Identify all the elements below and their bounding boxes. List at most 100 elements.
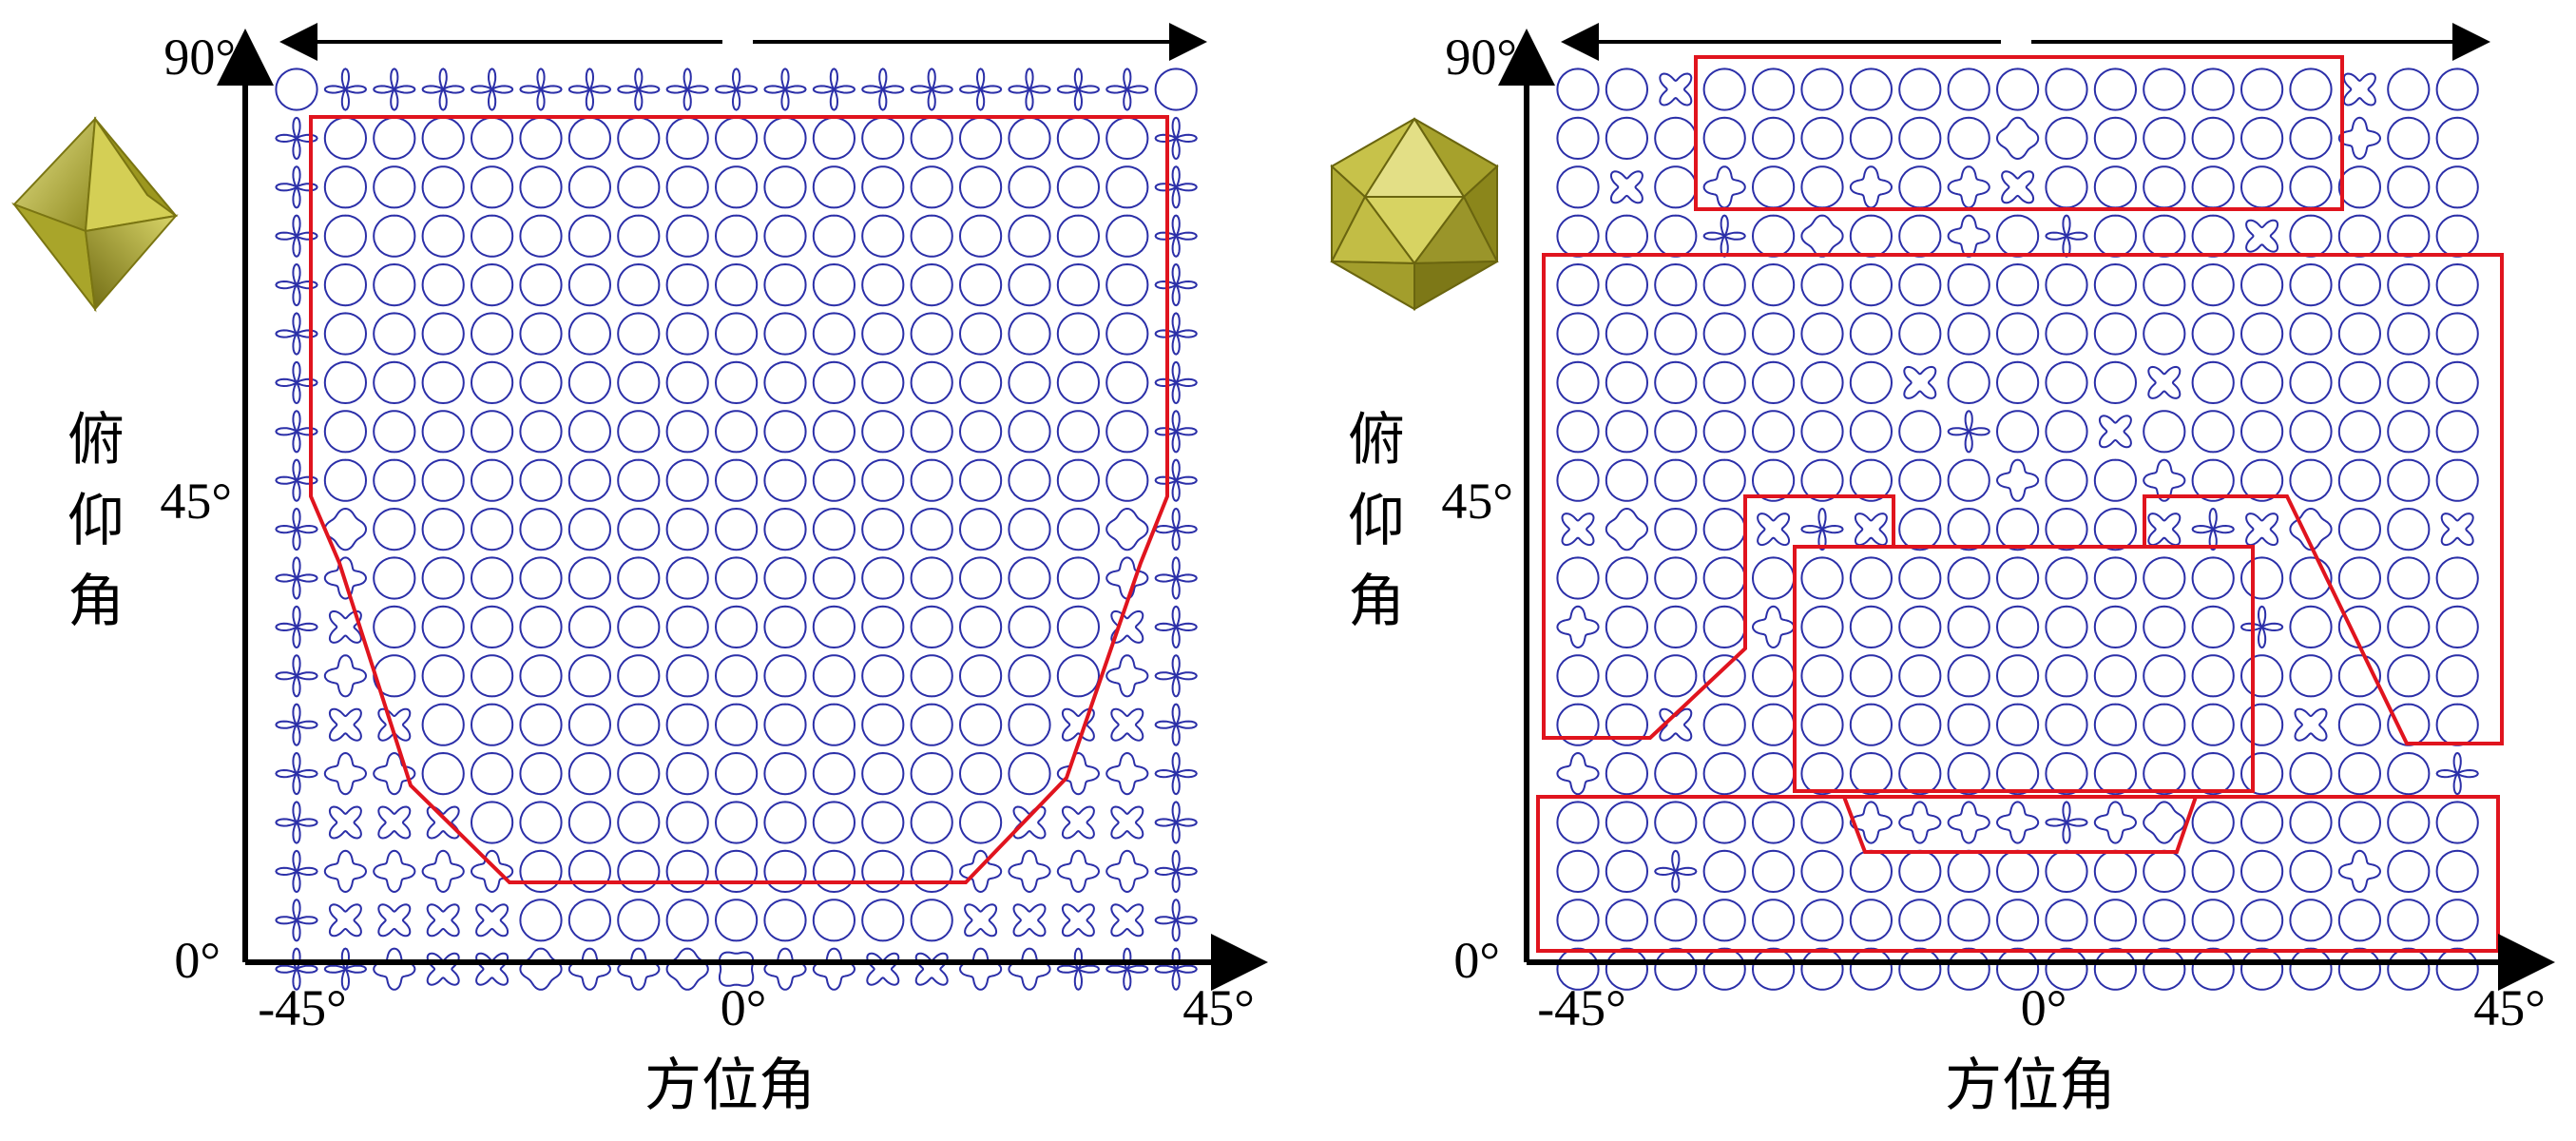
pattern-glyph [373,605,416,649]
pattern-glyph [323,751,368,796]
pattern-glyph [1605,360,1649,405]
pattern-glyph [812,116,856,161]
pattern-glyph [2337,947,2382,991]
pattern-glyph [2143,458,2186,502]
pattern-glyph [2240,703,2284,746]
pattern-glyph [323,312,368,356]
pattern-glyph [2143,312,2186,356]
pattern-glyph [1995,410,2040,454]
pattern-glyph [617,605,661,649]
pattern-glyph [1898,214,1942,258]
pattern-glyph [470,556,514,600]
pattern-glyph [1995,214,2040,258]
pattern-glyph [1056,116,1101,161]
pattern-glyph [519,262,563,307]
pattern-glyph [519,654,563,698]
pattern-glyph [1605,312,1649,356]
pattern-glyph [1008,360,1051,405]
pattern-glyph [2045,703,2088,746]
pattern-glyph [1154,703,1198,746]
pattern-glyph [1751,947,1796,991]
pattern-glyph [323,360,368,405]
pattern-glyph [2240,899,2284,942]
pattern-glyph [1849,849,1894,894]
pattern-glyph [763,654,807,698]
pattern-glyph [2191,654,2235,698]
pattern-glyph [1751,214,1796,258]
pattern-glyph [1654,849,1698,894]
pattern-glyph [1105,312,1149,356]
pattern-glyph [1008,68,1051,111]
pattern-glyph [1751,751,1796,796]
pattern-glyph [617,654,661,698]
pattern-glyph [1056,654,1101,698]
pattern-glyph [2435,801,2479,844]
pattern-glyph [2245,512,2279,547]
pattern-glyph [1605,214,1649,258]
pattern-glyph [2045,360,2088,405]
pattern-glyph [1105,116,1149,161]
pattern-glyph [1751,899,1796,942]
pattern-glyph [1561,512,1595,547]
pattern-glyph [2093,899,2138,942]
pattern-glyph [2289,605,2333,649]
pattern-glyph [2093,116,2138,161]
pattern-glyph [2093,360,2138,405]
pattern-glyph [2045,654,2088,698]
pattern-glyph [861,214,905,258]
pattern-glyph [1556,312,1600,356]
pattern-glyph [2045,68,2088,111]
pattern-glyph [2191,165,2235,209]
pattern-glyph [519,312,563,356]
pattern-glyph [2245,219,2279,253]
pattern-glyph [2191,312,2235,356]
y-tick-90-left: 90° [163,29,236,86]
pattern-glyph [2191,116,2235,161]
pattern-glyph [2387,360,2431,405]
pattern-glyph [617,165,661,209]
pattern-glyph [1898,312,1942,356]
pattern-glyph [2045,605,2088,649]
pattern-glyph [2045,899,2088,942]
pattern-glyph [812,703,856,746]
pattern-glyph [1556,410,1600,454]
pattern-glyph [617,947,661,991]
pattern-glyph [1008,165,1051,209]
pattern-glyph [470,751,514,796]
pattern-glyph [1105,410,1149,454]
pattern-glyph [910,68,953,111]
pattern-glyph [1556,116,1600,161]
pattern-glyph [519,507,563,551]
pattern-glyph [2337,507,2382,551]
pattern-glyph [861,262,905,307]
pattern-glyph [1898,899,1942,942]
x-axis-title-left: 方位角 [644,1053,816,1119]
pattern-glyph [421,751,465,796]
pattern-glyph [421,262,465,307]
pattern-glyph [1654,751,1698,796]
x-tick-neg45-left: -45° [258,979,347,1036]
pattern-glyph [323,214,368,258]
pattern-glyph [2045,312,2088,356]
pattern-glyph [421,654,465,698]
pattern-glyph [1654,507,1698,551]
pattern-glyph [1995,654,2040,698]
pattern-glyph [1898,116,1942,161]
pattern-glyph [763,458,807,502]
pattern-glyph [2337,410,2382,454]
pattern-glyph [910,605,953,649]
pattern-glyph [2143,556,2186,600]
pattern-glyph [1947,458,1990,502]
pattern-glyph [910,801,953,844]
pattern-glyph [475,903,509,938]
pattern-glyph [323,165,368,209]
pattern-glyph [2289,507,2333,551]
pattern-glyph [275,116,318,161]
pattern-glyph [714,68,759,111]
pattern-glyph [421,214,465,258]
pattern-glyph [2387,849,2431,894]
pattern-glyph [763,312,807,356]
pattern-glyph [2387,947,2431,991]
pattern-glyph [2337,849,2382,894]
pattern-glyph [2337,458,2382,502]
